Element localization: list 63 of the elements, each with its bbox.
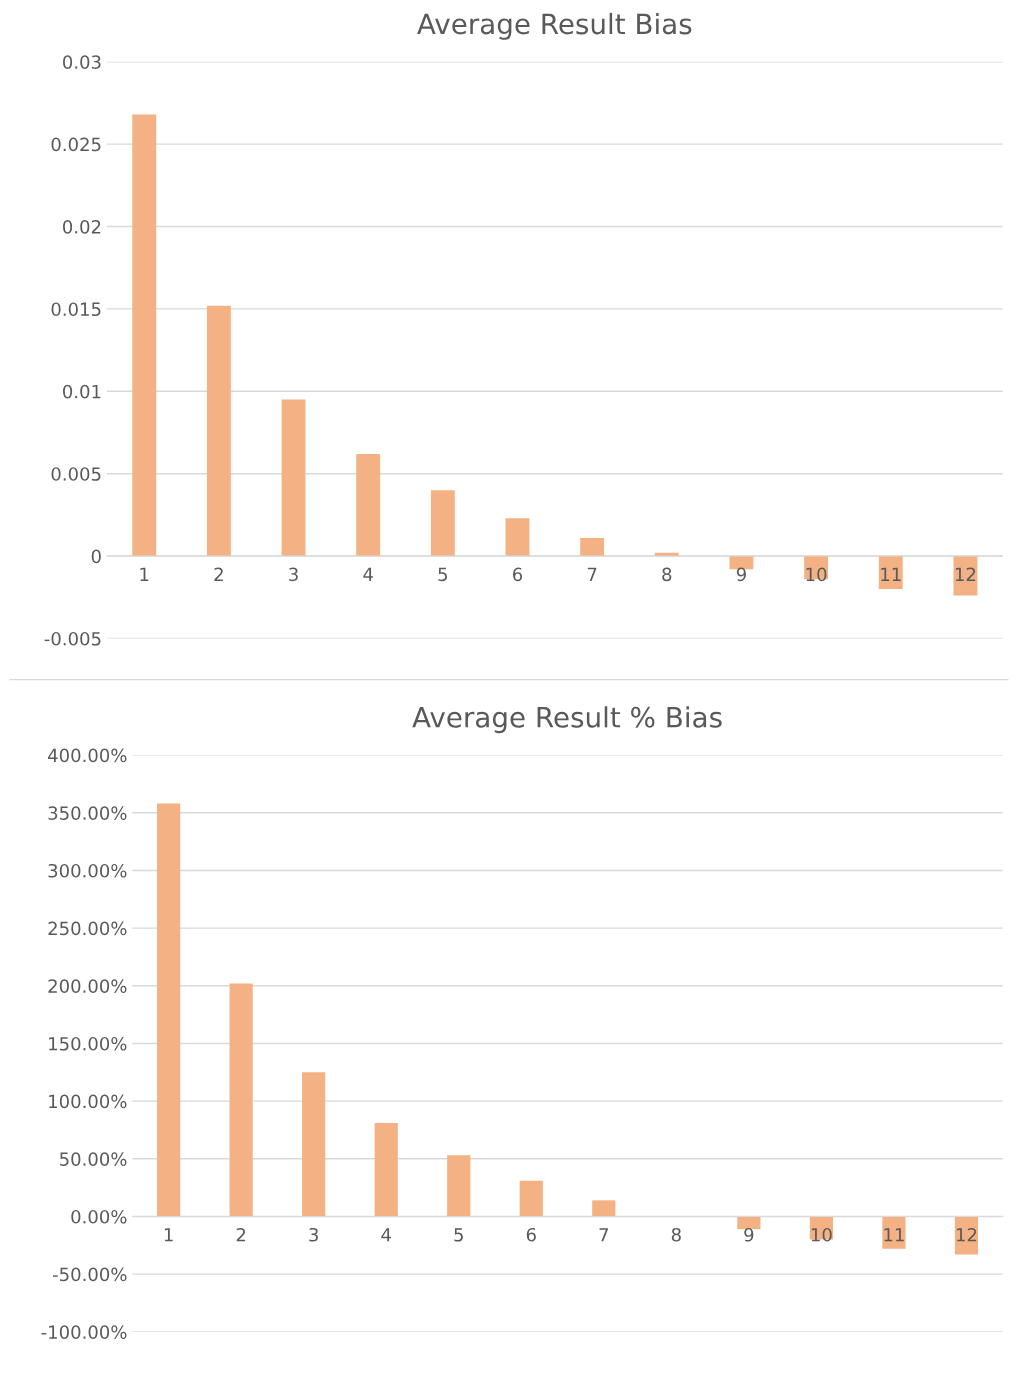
bar: [374, 1123, 398, 1217]
x-tick-label: 6: [513, 567, 523, 582]
bar: [356, 453, 381, 557]
y-tick-label: -100.00%: [41, 1325, 127, 1339]
chart-title: Average Result Bias: [417, 12, 692, 40]
y-tick-label: 350.00%: [48, 806, 127, 820]
x-tick-label: 2: [214, 567, 223, 581]
bar: [954, 1216, 979, 1255]
bar: [505, 518, 530, 557]
x-tick-label: 2: [236, 1227, 246, 1242]
x-tick-label: 11: [884, 1228, 904, 1242]
x-tick-label: 9: [744, 1227, 754, 1242]
x-tick-label: 10: [811, 1227, 832, 1242]
bar: [229, 983, 253, 1217]
y-tick-label: 0: [91, 549, 101, 564]
bar: [519, 1180, 543, 1217]
x-tick-label: 6: [526, 1227, 536, 1242]
bar: [281, 399, 306, 557]
bar: [953, 556, 978, 596]
x-tick-label: 10: [806, 567, 827, 582]
x-tick-label: 11: [881, 567, 901, 581]
x-tick-label: 3: [289, 567, 298, 582]
y-tick-label: 0.015: [51, 302, 101, 317]
x-tick-label: 1: [164, 1228, 173, 1242]
y-tick-label: 250.00%: [48, 921, 127, 936]
y-tick-label: 0.03: [63, 55, 101, 69]
x-tick-label: 9: [736, 567, 746, 582]
x-tick-label: 5: [454, 1228, 463, 1242]
bar: [430, 490, 455, 557]
y-tick-label: 0.02: [63, 220, 101, 234]
bar: [206, 305, 231, 557]
y-tick-label: -0.005: [44, 631, 101, 646]
bar: [132, 114, 157, 557]
bar: [302, 1072, 326, 1217]
y-tick-label: 0.00%: [71, 1209, 127, 1224]
x-tick-label: 3: [309, 1227, 318, 1242]
x-tick-label: 8: [671, 1227, 681, 1242]
bar: [592, 1200, 616, 1217]
bar: [580, 537, 605, 557]
x-tick-label: 1: [140, 567, 149, 581]
y-tick-label: 0.005: [51, 467, 101, 481]
x-tick-label: 12: [955, 567, 976, 581]
y-tick-label: 100.00%: [49, 1094, 127, 1109]
x-tick-label: 7: [587, 567, 597, 581]
x-tick-label: 8: [662, 567, 672, 582]
x-tick-label: 4: [363, 567, 373, 581]
y-tick-label: 0.025: [51, 137, 101, 152]
x-tick-label: 7: [599, 1228, 608, 1242]
bar: [157, 803, 181, 1217]
y-tick-label: 400.00%: [48, 748, 127, 763]
x-tick-label: 5: [438, 567, 447, 582]
y-tick-label: 50.00%: [60, 1152, 127, 1166]
x-tick-label: 12: [956, 1227, 977, 1242]
chart-title: Average Result % Bias: [412, 706, 722, 734]
bar: [737, 1216, 761, 1230]
y-tick-label: 200.00%: [48, 979, 127, 993]
y-tick-label: 300.00%: [48, 863, 127, 878]
y-tick-label: 150.00%: [49, 1036, 127, 1051]
x-tick-label: 4: [381, 1228, 391, 1242]
bar: [447, 1155, 471, 1217]
bar: [882, 1216, 906, 1249]
y-tick-label: -50.00%: [53, 1267, 127, 1282]
y-tick-label: 0.01: [63, 384, 101, 399]
